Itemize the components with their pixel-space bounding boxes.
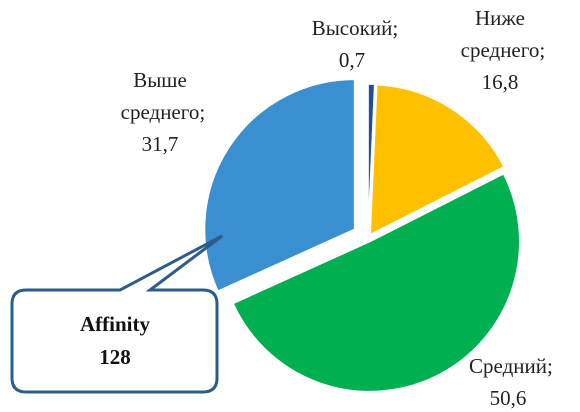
label-line: Высокий (312, 16, 393, 40)
data-label-category: Высокий (312, 16, 393, 40)
data-label-value: 16,8 (482, 70, 519, 94)
label-line: Ниже (475, 6, 525, 30)
data-label-value: 0,7 (339, 48, 365, 72)
callout: Affinity 128 (10, 234, 223, 394)
data-label-category: Выше среднего (121, 68, 200, 124)
callout-title: Affinity (80, 312, 150, 336)
label-separator: ; (547, 354, 553, 378)
callout-box (10, 234, 223, 394)
label-line: Средний (469, 354, 547, 378)
label-line: среднего (121, 100, 200, 124)
label-separator: ; (392, 16, 398, 40)
slice (232, 172, 521, 393)
slice (203, 78, 356, 293)
label-line: среднего (461, 38, 540, 62)
data-label-category: Ниже среднего (461, 6, 540, 62)
label-separator: ; (539, 38, 545, 62)
slice (367, 83, 376, 235)
label-line: Выше (133, 68, 187, 92)
callout-value: 128 (99, 345, 131, 369)
data-label-category: Средний (469, 354, 547, 378)
data-label-value: 50,6 (490, 386, 527, 410)
label-separator: ; (199, 100, 205, 124)
slice (369, 84, 505, 236)
data-label-value: 31,7 (142, 132, 179, 156)
slices (203, 78, 521, 393)
